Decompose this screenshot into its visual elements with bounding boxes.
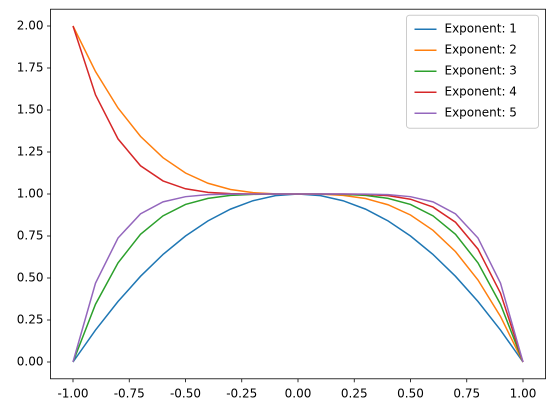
y-tick-label: 0.50 — [17, 271, 44, 285]
axes-frame — [50, 8, 546, 380]
y-tick-label: 0.75 — [17, 229, 44, 243]
x-tick-label: -0.25 — [226, 386, 257, 400]
series-line — [72, 193, 524, 363]
legend-label: Exponent: 3 — [445, 64, 517, 78]
y-tick-label: 1.00 — [17, 187, 44, 201]
y-tick-label: 2.00 — [17, 19, 44, 33]
x-tick-label: 0.00 — [285, 386, 312, 400]
x-tick-label: -1.00 — [57, 386, 88, 400]
series-line — [72, 193, 524, 363]
legend-label: Exponent: 4 — [445, 85, 517, 99]
legend-label: Exponent: 1 — [445, 22, 517, 36]
x-tick-label: 0.50 — [397, 386, 424, 400]
y-tick-label: 1.50 — [17, 103, 44, 117]
x-tick-label: 0.25 — [341, 386, 368, 400]
y-tick-label: 0.00 — [17, 355, 44, 369]
legend-label: Exponent: 5 — [445, 106, 517, 120]
x-tick-label: -0.50 — [170, 386, 201, 400]
y-tick-label: 0.25 — [17, 313, 44, 327]
legend: Exponent: 1 Exponent: 2 Exponent: 3 Exponen… — [406, 14, 539, 129]
x-tick-label: 0.75 — [453, 386, 480, 400]
legend-box — [406, 14, 539, 129]
series-line — [72, 193, 524, 363]
y-tick-label: 1.75 — [17, 61, 44, 75]
x-tick-label: 1.00 — [510, 386, 537, 400]
y-tick-label: 1.25 — [17, 145, 44, 159]
legend-label: Exponent: 2 — [445, 43, 517, 57]
x-tick-label: -0.75 — [114, 386, 145, 400]
